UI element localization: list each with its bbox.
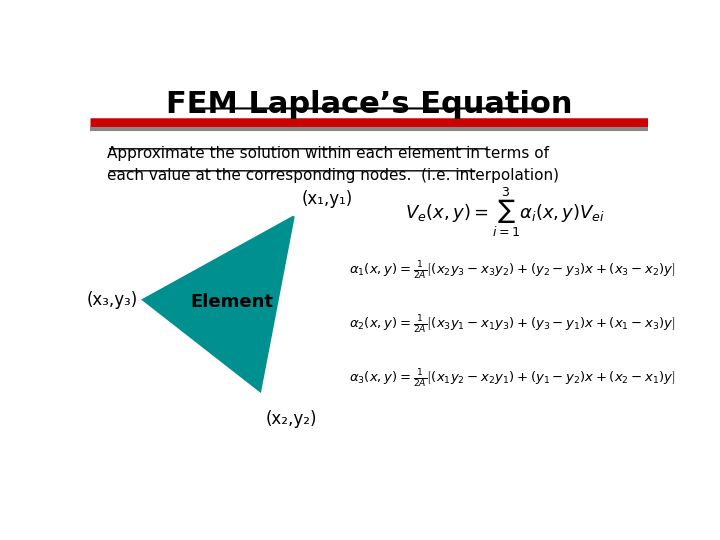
Polygon shape [143,217,294,391]
Text: $\alpha_1(x,y) = \frac{1}{2A}\left[(x_2 y_3 - x_3 y_2) + (y_2 - y_3)x + (x_3 - x: $\alpha_1(x,y) = \frac{1}{2A}\left[(x_2 … [349,260,676,282]
Text: Element: Element [191,294,274,312]
Text: (x₃,y₃): (x₃,y₃) [86,291,138,309]
Text: Approximate the solution within each element in terms of: Approximate the solution within each ele… [107,146,549,161]
Text: $\alpha_3(x,y) = \frac{1}{2A}\left[(x_1 y_2 - x_2 y_1) + (y_1 - y_2)x + (x_2 - x: $\alpha_3(x,y) = \frac{1}{2A}\left[(x_1 … [349,368,676,390]
Text: $V_e(x, y) = \sum_{i=1}^{3} \alpha_i(x, y)V_{ei}$: $V_e(x, y) = \sum_{i=1}^{3} \alpha_i(x, … [405,186,606,239]
Text: each value at the corresponding nodes.  (i.e. interpolation): each value at the corresponding nodes. (… [107,168,559,183]
Text: (x₂,y₂): (x₂,y₂) [266,410,318,428]
Text: (x₁,y₁): (x₁,y₁) [302,190,354,208]
Text: $\alpha_2(x,y) = \frac{1}{2A}\left[(x_3 y_1 - x_1 y_3) + (y_3 - y_1)x + (x_1 - x: $\alpha_2(x,y) = \frac{1}{2A}\left[(x_3 … [349,314,676,336]
Text: FEM Laplace’s Equation: FEM Laplace’s Equation [166,90,572,119]
